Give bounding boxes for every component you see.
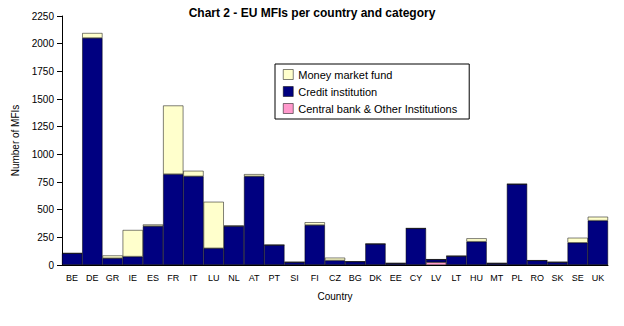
svg-text:CY: CY [410, 273, 423, 283]
svg-text:ES: ES [147, 273, 159, 283]
svg-text:BG: BG [349, 273, 362, 283]
svg-text:750: 750 [37, 177, 54, 188]
svg-text:IE: IE [129, 273, 138, 283]
svg-text:Number of MFIs: Number of MFIs [10, 105, 21, 177]
svg-text:Money market fund: Money market fund [298, 69, 392, 81]
svg-text:LU: LU [208, 273, 220, 283]
svg-text:BE: BE [66, 273, 78, 283]
svg-text:DE: DE [86, 273, 99, 283]
svg-text:PT: PT [269, 273, 281, 283]
svg-text:RO: RO [530, 273, 544, 283]
svg-text:1250: 1250 [32, 121, 55, 132]
svg-text:DK: DK [369, 273, 382, 283]
svg-text:FI: FI [311, 273, 319, 283]
svg-text:Credit institution: Credit institution [298, 86, 377, 98]
svg-text:0: 0 [48, 260, 54, 271]
svg-text:AT: AT [249, 273, 260, 283]
svg-text:1750: 1750 [32, 66, 55, 77]
svg-text:LT: LT [451, 273, 461, 283]
svg-text:SK: SK [551, 273, 563, 283]
svg-text:2250: 2250 [32, 11, 55, 22]
svg-text:EE: EE [390, 273, 402, 283]
svg-text:Country: Country [317, 291, 352, 302]
svg-text:NL: NL [228, 273, 240, 283]
svg-text:Central bank & Other Instituti: Central bank & Other Institutions [298, 103, 457, 115]
svg-text:500: 500 [37, 204, 54, 215]
svg-text:1000: 1000 [32, 149, 55, 160]
svg-text:250: 250 [37, 232, 54, 243]
svg-text:HU: HU [470, 273, 483, 283]
svg-text:CZ: CZ [329, 273, 341, 283]
svg-text:UK: UK [592, 273, 605, 283]
svg-text:SI: SI [290, 273, 299, 283]
svg-text:IT: IT [189, 273, 198, 283]
svg-text:Chart 2 - EU MFIs per country: Chart 2 - EU MFIs per country and catego… [189, 6, 436, 20]
svg-text:FR: FR [167, 273, 179, 283]
svg-text:2000: 2000 [32, 38, 55, 49]
svg-text:SE: SE [572, 273, 584, 283]
svg-text:MT: MT [490, 273, 503, 283]
svg-text:GR: GR [106, 273, 120, 283]
svg-text:1500: 1500 [32, 94, 55, 105]
svg-text:PL: PL [511, 273, 522, 283]
svg-text:LV: LV [431, 273, 441, 283]
